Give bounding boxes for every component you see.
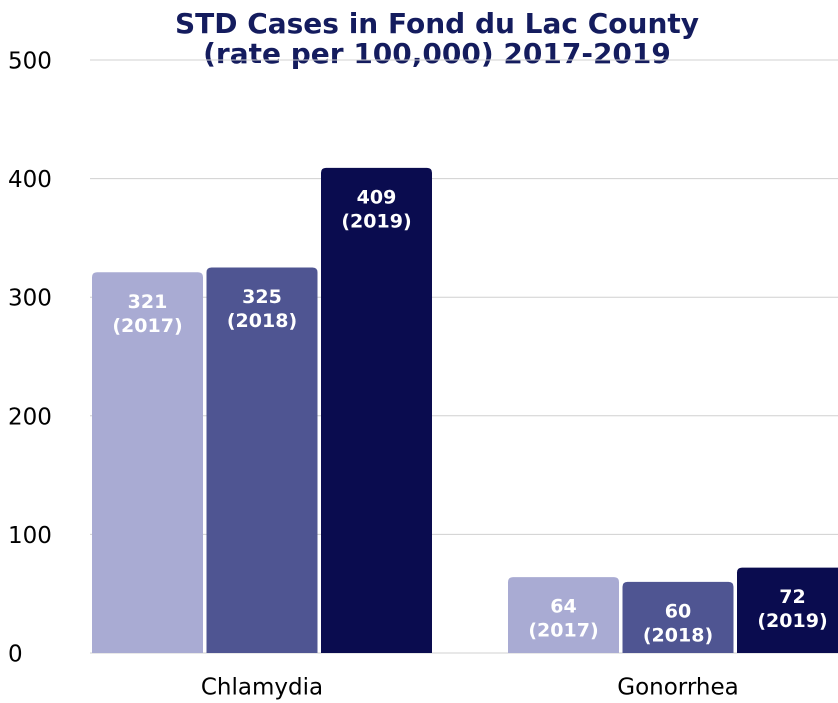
bar xyxy=(508,577,619,653)
data-label: 325 xyxy=(242,286,282,308)
data-label: (2017) xyxy=(528,620,598,642)
bar xyxy=(206,267,318,653)
y-tick-label: 500 xyxy=(8,49,52,75)
data-label: 60 xyxy=(665,600,691,622)
chart-title: (rate per 100,000) 2017-2019 xyxy=(203,37,671,70)
data-label: 72 xyxy=(779,586,805,608)
chart-title: STD Cases in Fond du Lac County xyxy=(175,7,699,40)
data-label: 64 xyxy=(550,596,576,618)
y-tick-label: 300 xyxy=(8,286,52,312)
y-tick-label: 200 xyxy=(8,404,52,430)
bar xyxy=(92,272,203,653)
data-label: 409 xyxy=(357,186,397,208)
y-tick-label: 400 xyxy=(8,167,52,193)
x-tick-label: Chlamydia xyxy=(201,675,323,701)
bar xyxy=(737,567,838,653)
y-tick-label: 100 xyxy=(8,523,52,549)
data-label: (2018) xyxy=(227,310,297,332)
data-label: (2017) xyxy=(112,315,182,337)
x-tick-label: Gonorrhea xyxy=(617,675,738,701)
data-label: 321 xyxy=(128,291,168,313)
data-label: (2019) xyxy=(341,210,411,232)
bar xyxy=(622,581,734,653)
bar xyxy=(321,167,432,653)
data-label: (2018) xyxy=(643,624,713,646)
y-tick-label: 0 xyxy=(8,642,23,668)
data-label: (2019) xyxy=(757,610,827,632)
